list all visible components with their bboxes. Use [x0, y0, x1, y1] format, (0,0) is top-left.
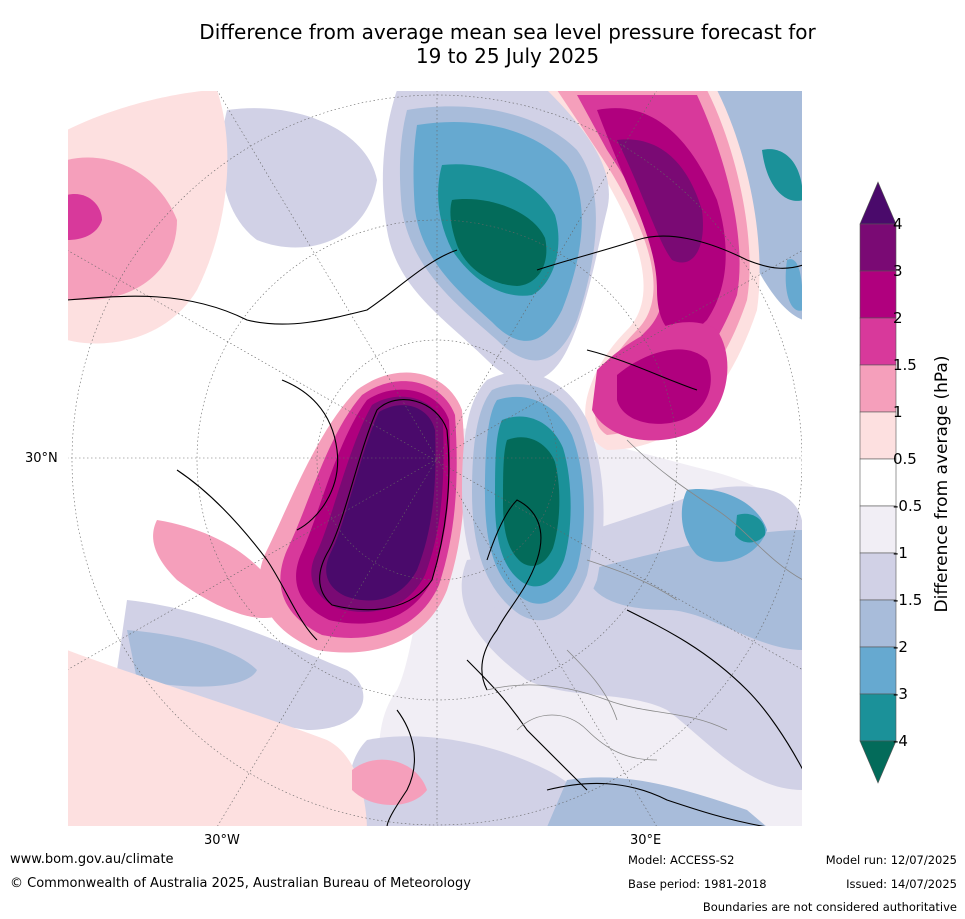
colorbar-swatch: [859, 458, 897, 507]
country-borders: [486, 439, 803, 761]
anomaly-region-lavender-1: [221, 108, 377, 248]
chart-title: Difference from average mean sea level p…: [0, 20, 965, 68]
colorbar-swatch: [859, 599, 897, 648]
footer-base-period: Base period: 1981-2018: [628, 877, 767, 891]
anomaly-region-pink-mediterranean: [352, 759, 427, 805]
colorbar-tick-label: 4: [893, 215, 903, 233]
footer-model-run: Model run: 12/07/2025: [825, 853, 957, 867]
title-line-2: 19 to 25 July 2025: [415, 44, 600, 68]
lon-label-30e: 30°E: [630, 833, 662, 848]
colorbar-tick-label: 1.5: [893, 356, 917, 374]
colorbar-tick-label: 1: [893, 403, 903, 421]
anomaly-region-scandinavia-core: [503, 437, 560, 566]
graticule: [67, 90, 803, 827]
anomaly-region-pink-atlantic: [153, 520, 287, 619]
anomaly-region-greenland-core: [326, 405, 436, 601]
title-line-1: Difference from average mean sea level p…: [199, 20, 816, 44]
anomaly-region-east-teal-2: [785, 259, 803, 311]
anomaly-region-arctic-core: [450, 199, 547, 286]
colorbar-swatch: [859, 364, 897, 413]
anomaly-region-east-blue: [681, 489, 767, 562]
colorbar-tick-label: -0.5: [893, 497, 923, 515]
colorbar-tick-label: 3: [893, 262, 903, 280]
anomaly-region-siberia-violet: [617, 139, 703, 263]
colorbar-swatch: [859, 646, 897, 695]
colorbar-swatch: [859, 317, 897, 366]
colorbar-swatch: [859, 693, 897, 742]
anomaly-region-east-teal: [735, 513, 766, 543]
colorbar-tick-label: -2: [893, 638, 908, 656]
colorbar-extend-max: [859, 181, 897, 225]
colorbar-swatch: [859, 552, 897, 601]
footer-website: www.bom.gov.au/climate: [10, 852, 174, 867]
anomaly-region-ne-teal: [762, 149, 803, 201]
anomaly-region-pale-pink-sw: [67, 650, 367, 827]
footer-copyright: © Commonwealth of Australia 2025, Austra…: [10, 876, 471, 891]
lat-label-30n: 30°N: [25, 451, 58, 466]
coastlines: [67, 235, 803, 827]
colorbar-tick-label: -1.5: [893, 591, 923, 609]
colorbar-swatch: [859, 270, 897, 319]
colorbar-tick-label: -1: [893, 544, 908, 562]
footer-issued: Issued: 14/07/2025: [846, 877, 957, 891]
colorbar-extend-min: [859, 740, 897, 784]
colorbar-title: Difference from average (hPa): [932, 355, 952, 613]
colorbar-swatch: [859, 223, 897, 272]
colorbar-swatch: [859, 505, 897, 554]
colorbar: [859, 181, 897, 784]
anomaly-region-lavender-4: [347, 736, 607, 827]
anomaly-region-magenta-west: [67, 194, 102, 240]
colorbar-tick-label: -3: [893, 685, 908, 703]
colorbar-tick-label: -4: [893, 732, 908, 750]
anomaly-region-blue-grey-2: [587, 530, 803, 650]
anomaly-region-blue-grey-1: [127, 630, 257, 687]
colorbar-tick-label: 2: [893, 309, 903, 327]
pressure-anomaly-map: [67, 90, 803, 827]
footer-boundaries: Boundaries are not considered authoritat…: [702, 900, 957, 914]
footer-model: Model: ACCESS-S2: [628, 853, 735, 867]
colorbar-swatch: [859, 411, 897, 460]
lon-label-30w: 30°W: [204, 833, 240, 848]
anomaly-region-pink-west: [67, 157, 177, 300]
colorbar-tick-label: 0.5: [893, 450, 917, 468]
